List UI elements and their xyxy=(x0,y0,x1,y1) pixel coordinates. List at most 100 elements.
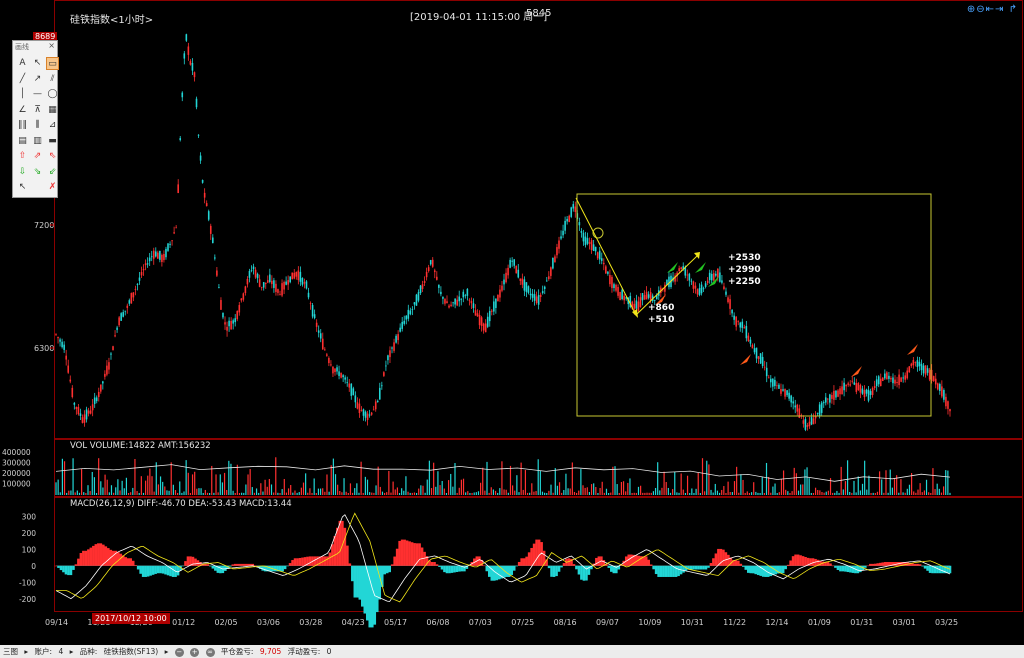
volume-bar xyxy=(633,492,635,495)
toolbox-tool[interactable]: ⇩ xyxy=(18,166,27,177)
volume-bar xyxy=(646,492,648,495)
volume-bar xyxy=(580,469,582,495)
volume-bar xyxy=(864,460,866,495)
macd-bar xyxy=(512,565,516,571)
toolbox-tool[interactable]: ⇗ xyxy=(33,151,42,161)
volume-bar xyxy=(691,488,693,495)
volume-bar xyxy=(635,492,637,495)
macd-bar xyxy=(438,565,441,567)
volume-bar xyxy=(861,483,864,495)
volume-bar xyxy=(667,487,669,495)
volume-bar xyxy=(795,473,797,495)
glasses-icon[interactable]: ∞ xyxy=(205,647,215,657)
macd-bar xyxy=(141,565,145,577)
toolbox-tool[interactable]: ↖ xyxy=(33,58,42,68)
toolbox-tool[interactable]: A xyxy=(19,58,26,68)
toolbox-tool[interactable]: ▬ xyxy=(48,135,57,146)
candle-body xyxy=(417,292,420,301)
candle-body xyxy=(503,279,505,285)
toolbox-tool[interactable]: ⇖ xyxy=(48,151,57,161)
plus-icon[interactable]: + xyxy=(190,647,200,657)
drawing-toolbox[interactable]: 画线 × A ↖ ▭ ╱ ↗ ⫽ │ — ◯ ∠ ⊼ ▦ ‖‖ ⫼ ⊿ ▤ ▥ ▬ ⇧ ⇗ ⇖ ⇩ ⇘ ⇙ ↖ ✗ xyxy=(12,40,59,198)
macd-bar xyxy=(540,542,543,566)
toolbox-tool[interactable]: ▭ xyxy=(46,57,59,70)
close-icon[interactable]: × xyxy=(48,41,55,50)
candle-body xyxy=(568,215,570,222)
volume-bar xyxy=(761,476,763,495)
volume-bar xyxy=(209,492,211,495)
toolbox-tool[interactable]: ⇧ xyxy=(18,151,27,161)
minus-icon[interactable]: − xyxy=(174,647,184,657)
volume-bar xyxy=(394,489,396,495)
macd-bar xyxy=(542,550,546,566)
macd-bar xyxy=(756,565,760,576)
volume-bar xyxy=(492,489,494,495)
candle-body xyxy=(505,272,507,283)
volume-bar xyxy=(612,466,614,495)
toolbox-tool[interactable]: ↖ xyxy=(18,182,27,192)
toolbox-tool[interactable]: ↗ xyxy=(33,73,42,84)
candle-body xyxy=(67,365,70,373)
macd-bar xyxy=(637,555,641,566)
toolbox-tool[interactable]: ✗ xyxy=(48,182,57,192)
candle-body xyxy=(668,276,670,288)
candle-body xyxy=(470,301,473,304)
toolbox-tool[interactable]: ⊿ xyxy=(48,120,57,130)
volume-bar xyxy=(910,473,913,495)
toolbox-tool[interactable]: ▦ xyxy=(48,104,57,115)
candle-body xyxy=(458,296,461,302)
macd-bar xyxy=(62,565,65,573)
volume-bar xyxy=(326,474,328,495)
toolbox-tool[interactable]: ⊼ xyxy=(34,104,41,115)
toolbox-tool[interactable]: │ xyxy=(19,89,26,99)
candle-body xyxy=(218,287,220,288)
candle-body xyxy=(853,382,856,385)
volume-bar xyxy=(595,487,597,495)
macd-bar xyxy=(151,565,155,575)
macd-bar xyxy=(597,556,601,566)
status-sep: ▸ xyxy=(24,647,29,656)
toolbox-tool[interactable]: ∠ xyxy=(18,104,27,115)
toolbox-tool[interactable] xyxy=(31,181,44,194)
candle-body xyxy=(541,291,544,294)
toolbox-tool[interactable]: ⫽ xyxy=(50,73,55,84)
status-account-value[interactable]: 4 xyxy=(58,647,64,656)
macd-bar xyxy=(824,562,827,566)
status-symbol-value[interactable]: 硅铁指数(SF13) xyxy=(103,647,159,656)
macd-bar xyxy=(943,565,947,574)
candle-body xyxy=(246,278,249,285)
candle-body xyxy=(845,384,847,387)
zoom-controls[interactable]: ⊕⊖⇤⇥ ↱ xyxy=(966,4,1018,15)
volume-bar xyxy=(889,469,891,495)
candle-body xyxy=(486,316,489,327)
status-view[interactable]: 三图 xyxy=(3,647,18,656)
macd-bar xyxy=(781,565,785,574)
candle-body xyxy=(843,382,845,391)
candle-body xyxy=(301,278,304,285)
toolbox-tool[interactable]: ◯ xyxy=(47,89,58,99)
macd-bar xyxy=(545,559,548,566)
macd-bar xyxy=(908,562,912,566)
toolbox-tool[interactable]: ⇘ xyxy=(33,166,42,177)
toolbox-tool[interactable]: — xyxy=(33,89,42,99)
macd-bar xyxy=(480,559,484,566)
macd-bar xyxy=(729,557,733,566)
volume-bar xyxy=(174,490,177,495)
macd-bar xyxy=(82,550,85,566)
toolbox-tool[interactable]: ⇙ xyxy=(48,166,57,177)
signal-arrow xyxy=(851,366,862,377)
macd-bar xyxy=(233,563,237,566)
volume-bar xyxy=(601,481,603,495)
volume-bar xyxy=(832,492,834,495)
toolbox-tool[interactable]: ‖‖ xyxy=(18,120,27,130)
volume-bar xyxy=(763,492,765,495)
toolbox-tool[interactable]: ▥ xyxy=(33,135,42,146)
toolbox-tool[interactable]: ⫼ xyxy=(35,120,40,130)
candle-body xyxy=(831,395,833,399)
volume-bar xyxy=(921,492,923,495)
macd-bar xyxy=(811,558,815,566)
candle-body xyxy=(855,383,858,392)
candle-body xyxy=(822,402,825,404)
toolbox-tool[interactable]: ▤ xyxy=(18,135,27,146)
toolbox-tool[interactable]: ╱ xyxy=(19,73,26,84)
